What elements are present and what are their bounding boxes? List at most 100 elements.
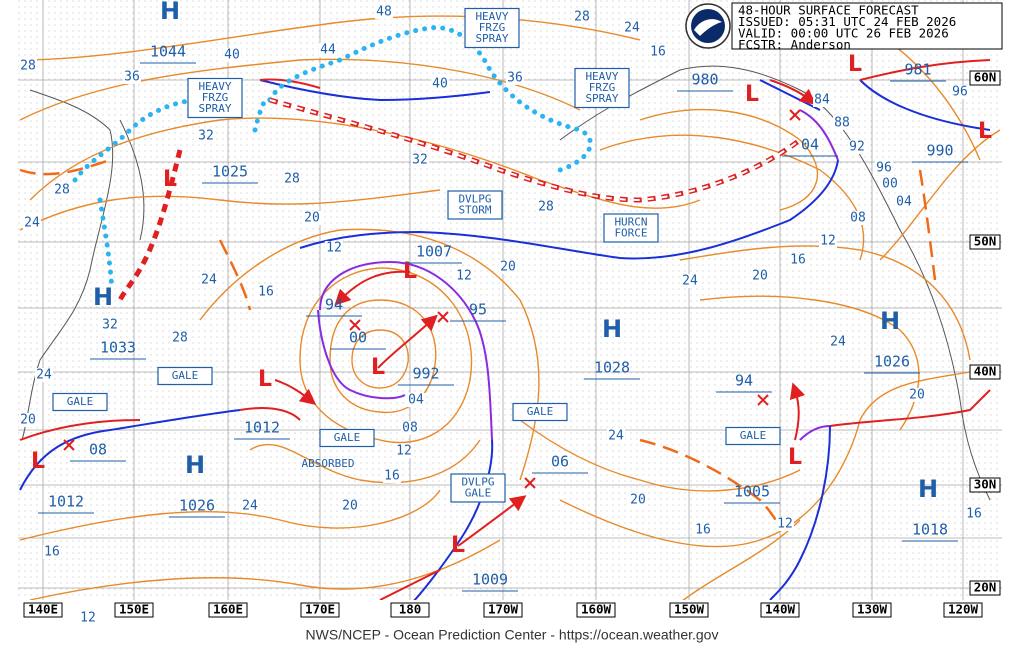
isobar-label: 24 bbox=[830, 335, 846, 350]
isobar-label-bg bbox=[875, 161, 893, 175]
isobar-label-bg bbox=[375, 5, 393, 19]
warning-text: DVLPG bbox=[461, 476, 494, 489]
isobar-label: 92 bbox=[849, 140, 865, 155]
pressure-label: 04 bbox=[801, 136, 819, 154]
warning-text: SPRAY bbox=[585, 92, 618, 105]
warning-box bbox=[157, 366, 213, 386]
isobar-label-bg bbox=[241, 499, 259, 513]
isobar-label: 96 bbox=[876, 161, 892, 176]
isobar-label-bg bbox=[506, 71, 524, 85]
fronts bbox=[19, 59, 991, 606]
isobar-label-bg bbox=[881, 177, 899, 191]
isobar-label-bg bbox=[19, 59, 37, 73]
isobar-label: 84 bbox=[814, 93, 830, 108]
isobar-label: 20 bbox=[500, 260, 516, 275]
header-line: VALID: 00:00 UTC 26 FEB 2026 bbox=[738, 26, 949, 41]
isobar-label-bg bbox=[623, 21, 641, 35]
isobar-label-bg bbox=[694, 523, 712, 537]
header-line: 48-HOUR SURFACE FORECAST bbox=[738, 3, 919, 18]
isobar-label: 16 bbox=[966, 507, 982, 522]
lon-box bbox=[943, 602, 983, 618]
isobar-label-bg bbox=[833, 116, 851, 130]
isobar-label: 20 bbox=[20, 413, 36, 428]
isobar-label-bg bbox=[629, 493, 647, 507]
isobar-label: 24 bbox=[242, 499, 258, 514]
low-symbol: L bbox=[403, 259, 417, 284]
graticule bbox=[18, 0, 1002, 600]
lon-box bbox=[23, 602, 63, 618]
warning-box bbox=[450, 473, 506, 503]
warning-text: GALE bbox=[67, 395, 94, 408]
isobar-label: 16 bbox=[790, 253, 806, 268]
lat-label: 60N bbox=[974, 70, 997, 85]
isobar-label: 96 bbox=[952, 85, 968, 100]
lon-box bbox=[114, 602, 154, 618]
lon-label: 140E bbox=[28, 602, 58, 617]
warning-box bbox=[447, 190, 503, 220]
isobar-label: 32 bbox=[198, 129, 214, 144]
isobar-label: 20 bbox=[342, 499, 358, 514]
isobar-label-bg bbox=[257, 285, 275, 299]
isobar-label: 32 bbox=[102, 318, 118, 333]
warning-text: STORM bbox=[458, 204, 491, 217]
isobar-label-bg bbox=[19, 413, 37, 427]
lon-label: 150W bbox=[674, 602, 705, 617]
isobar-label: 12 bbox=[80, 611, 96, 626]
lat-label: 50N bbox=[974, 234, 997, 249]
lon-box bbox=[760, 602, 800, 618]
pressure-label: 1025 bbox=[212, 163, 248, 181]
pressure-label: 992 bbox=[412, 365, 439, 383]
isobar-label: 20 bbox=[304, 211, 320, 226]
pressure-label: 00 bbox=[349, 329, 367, 347]
warning-text: SPRAY bbox=[198, 102, 231, 115]
lon-box bbox=[669, 602, 709, 618]
low-symbol: L bbox=[258, 367, 272, 392]
high-symbol: H bbox=[93, 283, 113, 311]
logo bbox=[685, 3, 731, 49]
isobar-label: 08 bbox=[402, 421, 418, 436]
warning-box bbox=[512, 402, 568, 422]
isobar-label: 88 bbox=[834, 116, 850, 131]
warning-text: HEAVY bbox=[585, 70, 618, 83]
lon-label: 180 bbox=[399, 602, 422, 617]
low-symbol: L bbox=[31, 449, 45, 474]
warning-text: FRZG bbox=[202, 91, 229, 104]
pressure-label: 990 bbox=[926, 142, 953, 160]
high-symbol: H bbox=[160, 0, 180, 25]
isobar-label: 04 bbox=[408, 393, 424, 408]
isobar-label-bg bbox=[789, 253, 807, 267]
warning-box bbox=[603, 213, 659, 243]
isobar-label: 16 bbox=[695, 523, 711, 538]
low-symbol: L bbox=[978, 119, 992, 144]
isobar-label: 36 bbox=[124, 70, 140, 85]
lon-box bbox=[208, 602, 248, 618]
isobar-label-bg bbox=[101, 318, 119, 332]
isobar-label-bg bbox=[607, 429, 625, 443]
isobars bbox=[19, 15, 1001, 621]
isobar-label: 16 bbox=[650, 45, 666, 60]
isobar-label: 24 bbox=[682, 274, 698, 289]
isobar-label: 24 bbox=[201, 273, 217, 288]
isobar-label: 28 bbox=[574, 10, 590, 25]
pressure-label: 1012 bbox=[48, 493, 84, 511]
pressure-label: 1012 bbox=[244, 419, 280, 437]
isobar-label-bg bbox=[53, 183, 71, 197]
isobar-label: 16 bbox=[258, 285, 274, 300]
pressure-label: 1005 bbox=[734, 483, 770, 501]
warning-text: GALE bbox=[172, 369, 199, 382]
isobar-label-bg bbox=[43, 545, 61, 559]
isobar-label: 24 bbox=[624, 21, 640, 36]
warning-text: SPRAY bbox=[475, 32, 508, 45]
isobar-label: 44 bbox=[320, 43, 336, 58]
warning-box bbox=[187, 77, 243, 119]
warning-box bbox=[574, 67, 630, 109]
lon-label: 160E bbox=[213, 602, 243, 617]
warning-box bbox=[52, 392, 108, 412]
isobar-label-bg bbox=[223, 48, 241, 62]
storm-track bbox=[117, 97, 802, 302]
lon-box bbox=[576, 602, 616, 618]
lon-label: 170W bbox=[488, 602, 519, 617]
warning-box bbox=[464, 7, 520, 49]
warning-text: HEAVY bbox=[198, 80, 231, 93]
warning-text: HURCN bbox=[614, 216, 647, 229]
